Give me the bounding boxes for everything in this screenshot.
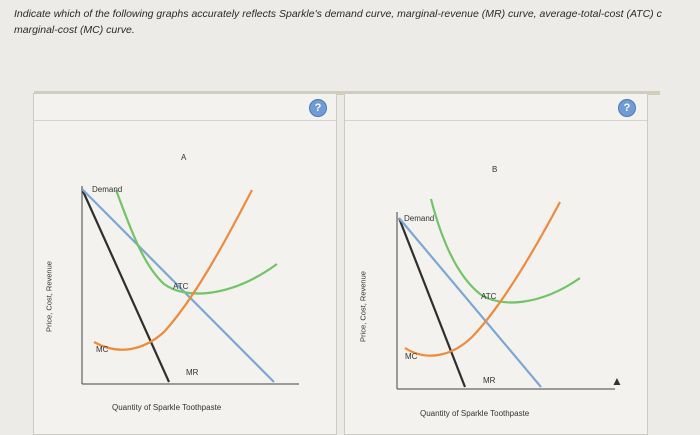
demand-label: Demand: [404, 214, 435, 223]
demand-curve: [397, 217, 467, 388]
atc-curve: [429, 198, 581, 304]
demand-label: Demand: [92, 185, 123, 194]
graph-b-title: B: [492, 165, 498, 174]
mr-curve: [81, 188, 275, 383]
graph-a-header: ?: [34, 94, 336, 121]
help-icon[interactable]: ?: [618, 99, 636, 117]
graph-a-plot: [80, 186, 299, 385]
graph-a-title: A: [181, 153, 187, 162]
mr-label: MR: [483, 376, 496, 385]
mr-curve: [398, 217, 542, 388]
mr-label: MR: [186, 368, 199, 377]
graph-b-plot: [396, 198, 615, 390]
atc-label: ATC: [173, 282, 189, 291]
question-line-1: Indicate which of the following graphs a…: [14, 8, 662, 20]
mc-curve: [404, 201, 561, 357]
question-prompt: Indicate which of the following graphs a…: [14, 6, 700, 38]
graph-b-header: ?: [345, 94, 647, 121]
question-line-2: marginal-cost (MC) curve.: [14, 24, 135, 36]
mc-label: MC: [405, 352, 418, 361]
mc-curve: [93, 189, 253, 351]
graph-a-x-axis-label: Quantity of Sparkle Toothpaste: [112, 403, 222, 412]
graph-option-b[interactable]: ? B Price, Cost, Revenue Quantity of Spa…: [344, 93, 648, 435]
atc-label: ATC: [481, 292, 497, 301]
graph-b-x-axis-label: Quantity of Sparkle Toothpaste: [420, 409, 530, 418]
atc-curve: [114, 189, 278, 295]
mouse-cursor-icon: ▲: [611, 374, 623, 388]
graph-option-a[interactable]: ? A Price, Cost, Revenue Quantity of Spa…: [33, 93, 337, 435]
demand-curve: [80, 188, 171, 383]
mc-label: MC: [96, 345, 109, 354]
help-icon[interactable]: ?: [309, 99, 327, 117]
